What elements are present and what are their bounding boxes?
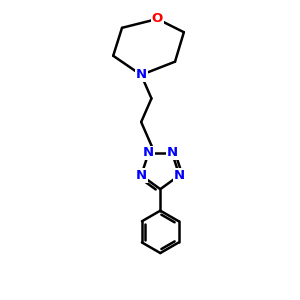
Text: O: O bbox=[152, 13, 163, 26]
Text: N: N bbox=[167, 146, 178, 159]
Text: N: N bbox=[143, 146, 154, 159]
Text: N: N bbox=[174, 169, 185, 182]
Text: N: N bbox=[136, 169, 147, 182]
Text: N: N bbox=[136, 68, 147, 81]
